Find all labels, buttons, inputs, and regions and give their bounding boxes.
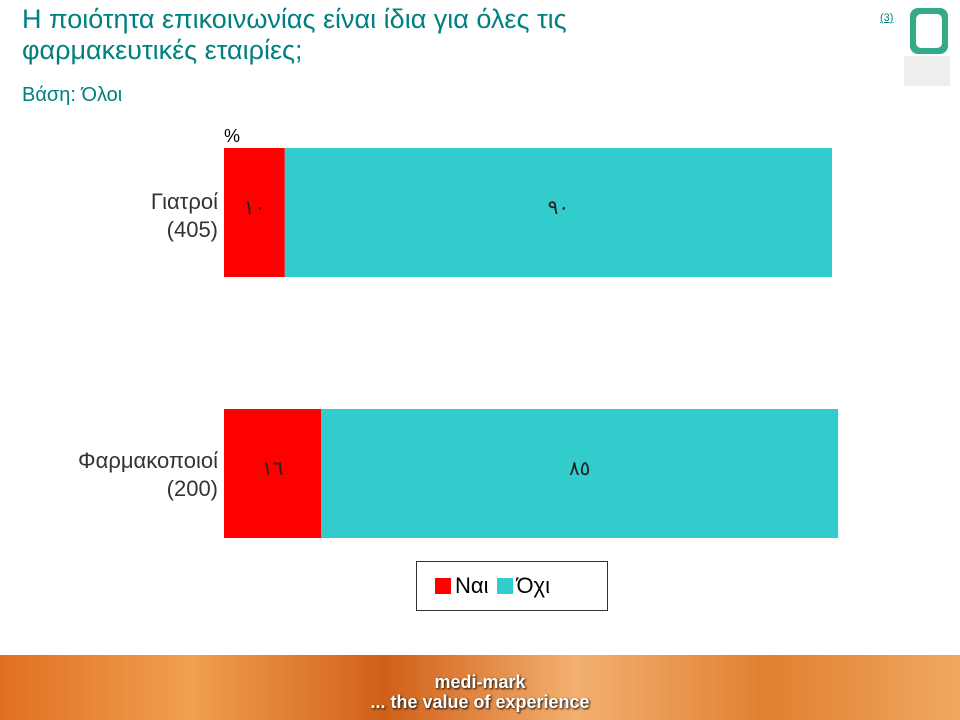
logo-shape <box>916 14 942 48</box>
subtitle: Βάση: Όλοι <box>22 84 123 106</box>
bar-segment <box>224 148 285 277</box>
legend-swatch <box>496 578 513 594</box>
value-label: ٨٥ <box>569 458 590 480</box>
brand: medi-mark <box>434 672 526 692</box>
bar-segment <box>284 148 832 277</box>
category-label: Φαρμακοποιοί (200) <box>78 448 218 501</box>
bar-segment <box>224 409 322 538</box>
legend-item: Όχι <box>496 573 550 599</box>
value-label: ٩٠ <box>548 197 569 219</box>
logo <box>904 8 950 86</box>
bar-segment <box>321 409 839 538</box>
legend-label: Ναι <box>455 573 489 598</box>
legend-swatch <box>435 578 451 594</box>
logo-shape <box>904 56 950 86</box>
value-label: ١٠ <box>244 197 265 219</box>
tagline: ... the value of experience <box>370 692 590 712</box>
legend-item: Ναι <box>435 573 489 599</box>
legend-label: Όχι <box>516 573 550 598</box>
plot: ١٠ ٩٠ ١٦ ٨٥ <box>224 148 839 538</box>
page-number: (3) <box>880 12 894 24</box>
title: Η ποιότητα επικοινωνίας είναι ίδια για ό… <box>22 4 567 65</box>
unit-label: % <box>224 126 241 146</box>
category-label: Γιατροί (405) <box>150 189 218 242</box>
legend: Ναι Όχι <box>416 561 608 611</box>
footer <box>0 655 960 720</box>
value-label: ١٦ <box>262 458 283 480</box>
